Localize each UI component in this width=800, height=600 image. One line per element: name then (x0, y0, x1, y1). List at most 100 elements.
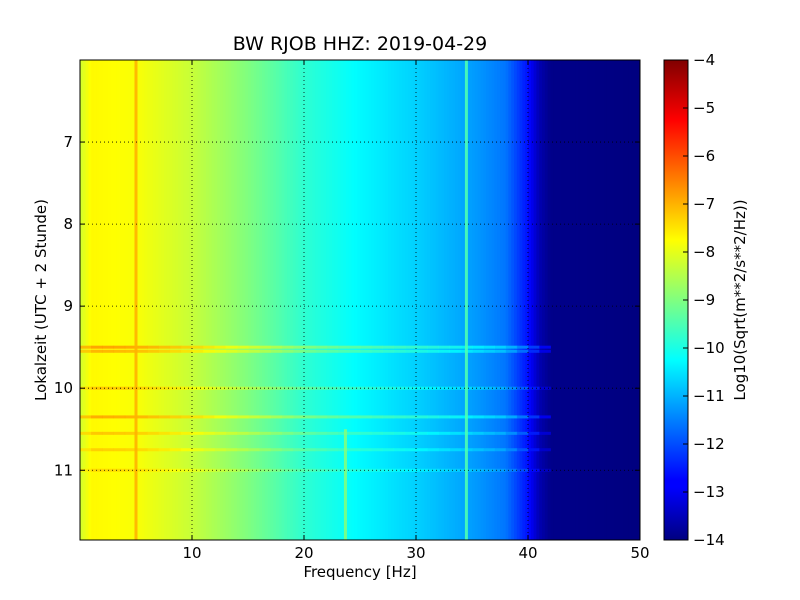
heatmap-time-band (248, 448, 260, 452)
heatmap-column (158, 60, 162, 540)
heatmap-time-band (494, 448, 507, 452)
heatmap-column (85, 60, 89, 540)
heatmap-time-band (337, 468, 350, 472)
heatmap-time-band (91, 386, 103, 390)
heatmap-column (239, 60, 243, 540)
heatmap-column (334, 60, 339, 540)
heatmap-time-band (438, 431, 451, 435)
heatmap-column (147, 60, 151, 540)
heatmap-column (284, 60, 288, 540)
heatmap-column (637, 60, 640, 540)
colorbar-tick-label: −13 (693, 483, 725, 501)
heatmap-time-band (304, 431, 316, 435)
heatmap-time-band (360, 448, 372, 452)
heatmap-time-band (203, 386, 215, 390)
y-axis-label: Lokalzeit (UTC + 2 Stunde) (32, 199, 50, 401)
heatmap-column (267, 60, 271, 540)
heatmap-column (469, 60, 473, 540)
heatmap-column (494, 60, 498, 540)
heatmap-column (234, 60, 238, 540)
x-tick-label: 30 (406, 544, 425, 562)
heatmap-time-band (449, 448, 462, 452)
heatmap-time-band (315, 415, 327, 419)
heatmap-time-band (472, 448, 484, 452)
colorbar-tick-label: −4 (693, 51, 715, 69)
heatmap-time-band (281, 431, 294, 435)
heatmap-column (514, 60, 518, 540)
heatmap-column (390, 60, 395, 540)
heatmap-time-band (505, 415, 518, 419)
heatmap-time-band (147, 468, 159, 472)
heatmap-time-band (259, 431, 271, 435)
heatmap-time-band (292, 448, 305, 452)
heatmap-column (438, 60, 442, 540)
heatmap-column (533, 60, 537, 540)
spectral-line (343, 429, 347, 540)
heatmap-time-band (281, 349, 294, 353)
heatmap-column (547, 60, 551, 540)
heatmap-time-band (494, 345, 507, 349)
heatmap-time-band (91, 431, 103, 435)
heatmap-column (360, 60, 364, 540)
heatmap-column (194, 60, 199, 540)
heatmap-column (472, 60, 476, 540)
heatmap-time-band (371, 468, 383, 472)
heatmap-time-band (449, 345, 462, 349)
heatmap-column (351, 60, 355, 540)
heatmap-time-band (158, 415, 171, 419)
heatmap-time-band (505, 386, 518, 390)
heatmap-column (144, 60, 148, 540)
heatmap-time-band (326, 448, 339, 452)
heatmap-time-band (505, 345, 518, 349)
heatmap-time-band (147, 345, 159, 349)
heatmap-column (595, 60, 599, 540)
heatmap-column (558, 60, 563, 540)
x-tick-label: 50 (630, 544, 649, 562)
heatmap-time-band (214, 448, 227, 452)
heatmap-column (399, 60, 403, 540)
heatmap-time-band (416, 415, 428, 419)
heatmap-time-band (113, 349, 126, 353)
heatmap-column (455, 60, 459, 540)
heatmap-time-band (248, 386, 260, 390)
heatmap-column (231, 60, 235, 540)
heatmap-time-band (483, 349, 495, 353)
heatmap-column (376, 60, 381, 540)
heatmap-column (505, 60, 509, 540)
heatmap-column (228, 60, 232, 540)
heatmap-column (150, 60, 154, 540)
heatmap-time-band (91, 349, 103, 353)
heatmap-time-band (505, 431, 518, 435)
heatmap-time-band (371, 448, 383, 452)
heatmap-time-band (528, 431, 540, 435)
heatmap-time-band (225, 349, 238, 353)
heatmap-time-band (292, 431, 305, 435)
heatmap-column (320, 60, 325, 540)
heatmap-time-band (337, 448, 350, 452)
heatmap-column (530, 60, 535, 540)
colorbar-tick-label: −12 (693, 435, 725, 453)
heatmap-time-band (348, 448, 361, 452)
heatmap-column (578, 60, 582, 540)
heatmap-time-band (483, 448, 495, 452)
heatmap-column (528, 60, 532, 540)
heatmap-column (374, 60, 378, 540)
heatmap-column (323, 60, 327, 540)
heatmap-time-band (404, 468, 417, 472)
heatmap-time-band (281, 386, 294, 390)
heatmap-time-band (169, 349, 182, 353)
heatmap-column (348, 60, 353, 540)
heatmap-time-band (438, 448, 451, 452)
heatmap-column (556, 60, 560, 540)
heatmap-time-band (348, 415, 361, 419)
heatmap-time-band (281, 415, 294, 419)
heatmap-column (500, 60, 504, 540)
heatmap-time-band (225, 431, 238, 435)
heatmap-column (525, 60, 529, 540)
heatmap-time-band (304, 349, 316, 353)
heatmap-column (80, 60, 84, 540)
heatmap-time-band (236, 345, 249, 349)
heatmap-time-band (124, 415, 137, 419)
heatmap-column (270, 60, 274, 540)
heatmap-column (242, 60, 246, 540)
